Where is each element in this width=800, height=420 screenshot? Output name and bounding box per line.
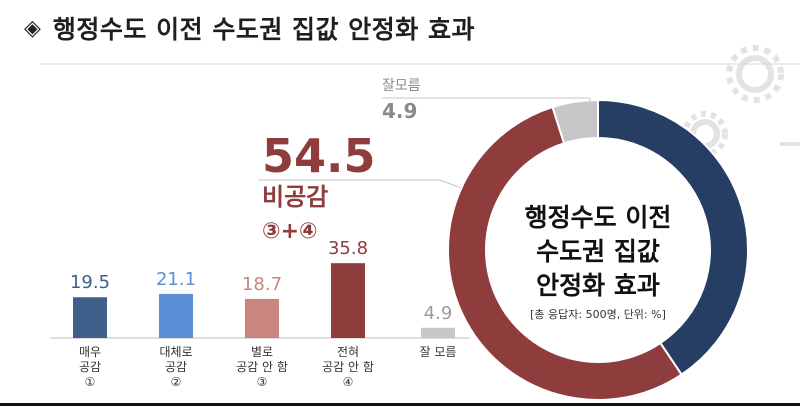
bar-category-label-1: ① [85, 375, 96, 389]
bar-1 [73, 297, 107, 338]
bar-category-label-2: 공감 [165, 360, 187, 374]
donut-slice-1 [597, 98, 749, 376]
donut-note: [총 응답자: 500명, 단위: %] [530, 308, 666, 321]
bar-2 [159, 293, 193, 338]
disagree-total-label: 비공감 [262, 183, 328, 211]
unknown-callout-value: 4.9 [382, 99, 417, 123]
title-row: ◈ 행정수도 이전 수도권 집값 안정화 효과 [24, 8, 475, 48]
bar-category-label-3: 별로 [251, 345, 273, 359]
bar-category-label-2: 대체로 [159, 345, 192, 359]
donut-center-line-3: 안정화 효과 [536, 271, 660, 300]
bar-category-label-1: 공감 [79, 360, 101, 374]
unknown-leader-line [382, 97, 591, 110]
bar-4 [331, 263, 365, 338]
bar-category-label-3: ③ [257, 375, 268, 389]
bar-category-label-1: 매우 [79, 345, 101, 359]
bar-3 [245, 298, 279, 338]
bar-value-label-5: 4.9 [424, 303, 453, 324]
bar-value-label-4: 35.8 [328, 238, 368, 259]
page-title: 행정수도 이전 수도권 집값 안정화 효과 [52, 15, 475, 44]
unknown-callout-label: 잘모름 [382, 78, 421, 94]
donut-slice-2 [447, 105, 683, 401]
bar-value-label-3: 18.7 [242, 274, 282, 295]
bar-5 [421, 327, 455, 338]
diamond-icon: ◈ [24, 15, 41, 41]
bar-category-label-4: 전혀 [337, 345, 359, 359]
bar-category-label-4: 공감 안 함 [322, 360, 374, 374]
bar-category-label-5: 잘 모름 [420, 345, 457, 359]
donut-center-line-2: 수도권 집값 [536, 237, 660, 266]
bar-category-label-2: ② [171, 375, 182, 389]
bar-value-label-2: 21.1 [156, 269, 196, 290]
bar-value-label-1: 19.5 [70, 272, 110, 293]
donut-center-line-1: 행정수도 이전 [525, 203, 672, 232]
disagree-combo-label: ③+④ [262, 219, 318, 244]
donut-slice-3 [551, 98, 599, 145]
bar-category-label-3: 공감 안 함 [236, 360, 288, 374]
bottom-rule [0, 403, 800, 406]
disagree-total-value: 54.5 [262, 129, 376, 183]
bar-category-label-4: ④ [343, 375, 354, 389]
